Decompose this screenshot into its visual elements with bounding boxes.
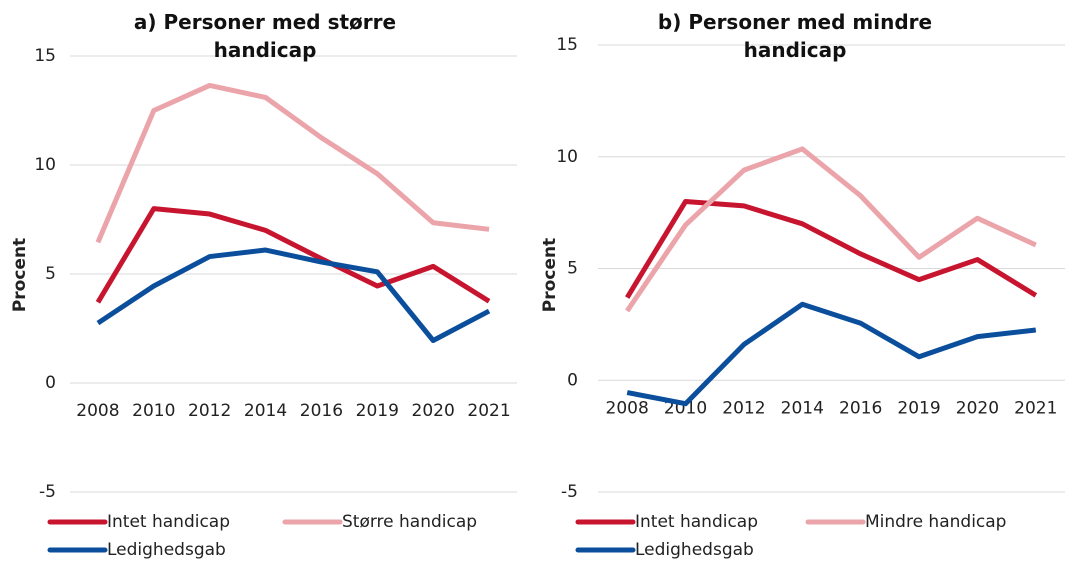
line-series (95, 82, 490, 244)
line-series (625, 146, 1037, 313)
line-series (625, 198, 1038, 299)
x-tick-label: 2014 (244, 401, 287, 421)
y-tick-label: 0 (45, 373, 56, 393)
x-tick-label: 2020 (412, 401, 455, 421)
y-tick-label: 5 (45, 264, 56, 284)
y-tick-label: 5 (567, 259, 578, 279)
x-tick-label: 2016 (300, 401, 343, 421)
legend-label: Ledighedsgab (635, 540, 754, 560)
y-tick-label: -5 (39, 482, 56, 502)
x-tick-label: 2016 (839, 398, 882, 418)
line-series (626, 301, 1037, 407)
y-tick-label: -5 (561, 482, 578, 502)
y-axis-label: Procent (540, 238, 560, 312)
y-tick-label: 0 (567, 370, 578, 390)
x-tick-label: 2021 (1014, 398, 1057, 418)
y-tick-label: 10 (556, 147, 578, 167)
x-tick-label: 2020 (956, 398, 999, 418)
x-tick-label: 2008 (606, 398, 649, 418)
chart-title: b) Personer med mindre handicap (657, 10, 933, 62)
x-tick-label: 2012 (188, 401, 231, 421)
x-tick-label: 2019 (356, 401, 399, 421)
legend-label: Intet handicap (107, 512, 230, 532)
x-tick-label: 2012 (722, 398, 765, 418)
x-tick-label: 2021 (467, 401, 510, 421)
legend-label: Intet handicap (635, 512, 758, 532)
x-tick-label: 2014 (781, 398, 824, 418)
x-tick-label: 2010 (132, 401, 175, 421)
y-tick-label: 10 (34, 155, 56, 175)
y-axis-label: Procent (10, 238, 30, 312)
y-tick-label: 15 (34, 46, 56, 66)
chart-title: a) Personer med større handicap (133, 10, 397, 62)
legend-label: Mindre handicap (865, 512, 1006, 532)
y-tick-label: 15 (556, 35, 578, 55)
legend-label: Større handicap (342, 512, 477, 532)
x-tick-label: 2008 (76, 401, 119, 421)
legend-label: Ledighedsgab (107, 540, 226, 560)
line-series (96, 247, 491, 343)
x-tick-label: 2019 (897, 398, 940, 418)
line-series (95, 206, 491, 304)
